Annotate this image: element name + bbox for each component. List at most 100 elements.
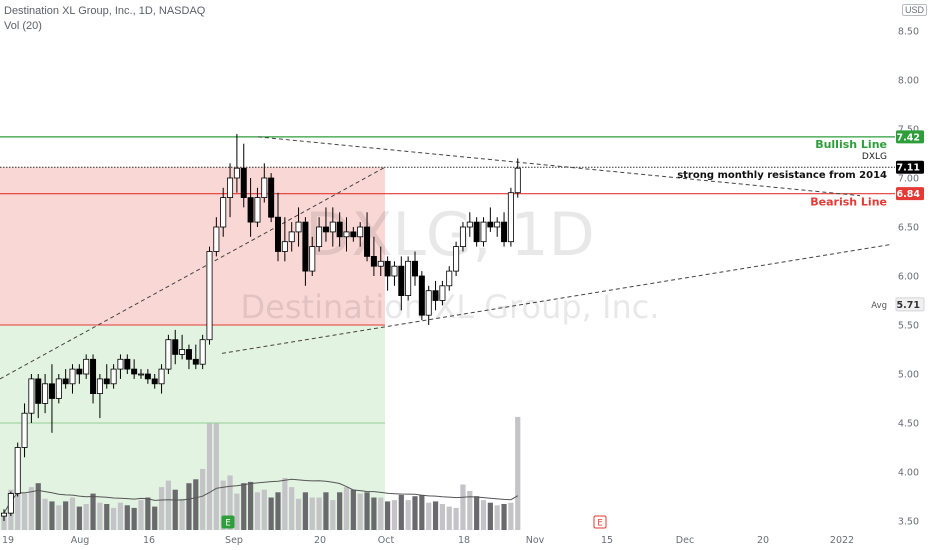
volume-bar [398, 494, 404, 530]
candle-body [117, 358, 124, 370]
volume-bar [124, 505, 130, 530]
candle-body [329, 221, 336, 233]
candle-body [0, 512, 7, 517]
volume-bar [131, 507, 137, 530]
candle-body [343, 231, 350, 238]
volume-bar [200, 468, 206, 530]
candle-body [309, 246, 316, 272]
candle-body [432, 290, 439, 301]
watermark-name: Destination XL Group, Inc. [241, 288, 660, 326]
chart-title: Destination XL Group, Inc., 1D, NASDAQ [4, 5, 206, 17]
candle-body [453, 246, 460, 272]
candle-body [254, 197, 261, 223]
volume-bar [494, 505, 500, 530]
candle-body [459, 226, 466, 248]
symbol-label: DXLG [862, 152, 887, 162]
volume-bar [248, 481, 254, 530]
candle-body [151, 378, 158, 385]
candle-body [137, 373, 144, 376]
volume-bar [309, 497, 315, 530]
volume-bar [213, 423, 219, 530]
volume-bar [261, 489, 267, 530]
x-tick-label: Sep [225, 535, 243, 546]
candle-body [288, 231, 295, 243]
volume-bar [165, 480, 171, 530]
x-tick-label: 16 [143, 535, 155, 546]
volume-bar [1, 513, 7, 530]
y-tick-label: 6.00 [898, 272, 919, 283]
volume-bar [186, 483, 192, 530]
candle-body [192, 358, 199, 365]
zone-diagonal [0, 166, 386, 380]
candle-body [103, 378, 110, 385]
x-tick-label: Oct [378, 535, 395, 546]
candle-body [350, 231, 357, 238]
candle-body [83, 358, 90, 375]
y-tick-label: 8.00 [898, 76, 919, 87]
volume-bar [460, 484, 466, 530]
candle-body [247, 197, 254, 223]
volume-bar [220, 480, 226, 530]
candle-body [185, 349, 192, 360]
y-tick-label: 7.00 [898, 174, 919, 185]
candle-body [322, 226, 329, 233]
candle-body [165, 339, 172, 370]
volume-bar [487, 502, 493, 530]
volume-bar [323, 492, 329, 530]
price-badge-value: 7.11 [897, 163, 920, 174]
candle-body [357, 226, 364, 238]
candle-body [302, 221, 309, 272]
candle-body [507, 192, 514, 243]
x-tick-label: 20 [314, 535, 326, 546]
candle-body [76, 368, 83, 375]
volume-bar [179, 498, 185, 530]
volume-bar [42, 498, 48, 530]
volume-bar [439, 504, 445, 530]
candle-body [446, 270, 453, 287]
x-tick-label: Nov [526, 535, 545, 546]
ascending-trendline [221, 244, 891, 354]
candle-body [411, 260, 418, 277]
price-badge [896, 130, 924, 144]
volume-bar [302, 492, 308, 530]
candle-body [48, 383, 55, 399]
volume-bar [474, 496, 480, 530]
candles-layer [0, 133, 521, 521]
volume-bar [364, 492, 370, 530]
x-tick-label: 15 [601, 535, 613, 546]
candle-body [391, 265, 398, 277]
x-tick-label: 2022 [830, 535, 854, 546]
bearish-line-label: Bearish Line [810, 196, 887, 209]
volume-indicator-label: Vol (20) [4, 20, 42, 32]
candle-body [480, 221, 487, 243]
volume-bar [241, 483, 247, 530]
currency-badge[interactable]: USD [902, 4, 928, 16]
volume-bar [467, 491, 473, 530]
x-tick-label: 20 [757, 535, 769, 546]
volume-bar [412, 496, 418, 530]
volume-bar [28, 487, 34, 530]
earnings-marker [221, 515, 235, 529]
drawing-layer [0, 136, 895, 380]
y-tick-label: 7.50 [898, 125, 919, 136]
volume-bar [90, 493, 96, 530]
volume-bar [419, 494, 425, 530]
candle-body [439, 285, 446, 301]
candle-body [42, 383, 49, 404]
candle-body [124, 358, 131, 370]
candle-body [377, 260, 384, 267]
candle-body [398, 265, 405, 297]
volume-bar [193, 479, 199, 530]
candle-body [316, 226, 323, 248]
volume-bar [83, 504, 89, 530]
y-tick-label: 4.50 [898, 419, 919, 430]
volume-bar [21, 493, 28, 530]
volume-bar [289, 487, 295, 530]
volume-bar [63, 501, 69, 530]
volume-bar [508, 502, 514, 530]
candle-body [418, 275, 425, 316]
y-tick-label: 6.50 [898, 223, 919, 234]
volume-bar [330, 500, 336, 530]
candle-body [261, 177, 268, 199]
